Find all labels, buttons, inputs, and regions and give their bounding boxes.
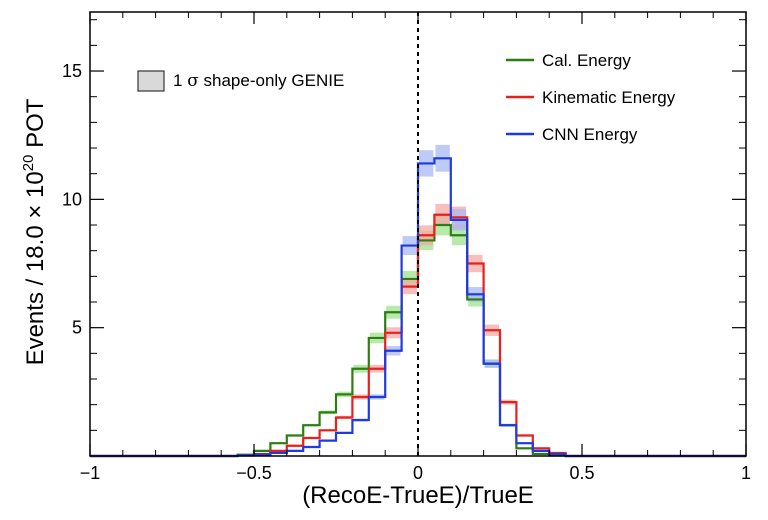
x-tick-label: 0 [413, 463, 423, 483]
x-axis-title: (RecoE-TrueE)/TrueE [302, 482, 534, 509]
y-axis-title-exponent: 20 [20, 155, 37, 172]
band-legend-suffix: shape-only GENIE [199, 71, 345, 90]
x-tick-label: −0.5 [236, 463, 272, 483]
y-tick-label: 10 [62, 189, 82, 209]
band-legend-swatch [137, 70, 165, 92]
series-lines [90, 157, 746, 458]
cal-energy-legend-label: Cal. Energy [542, 51, 631, 70]
sigma-symbol: σ [187, 71, 199, 91]
y-axis-title-main: Events / 18.0 × 10 [22, 171, 49, 365]
cnn-energy-legend-label: CNN Energy [542, 125, 638, 144]
band-legend-label: 1 σ shape-only GENIE [173, 71, 344, 91]
x-tick-label: −1 [80, 463, 101, 483]
y-tick-label: 5 [72, 318, 82, 338]
y-axis-title: Events / 18.0 × 1020 POT [20, 98, 49, 365]
band-legend-prefix: 1 [173, 71, 187, 90]
cnn-energy-line [90, 157, 746, 458]
x-axis-ticks: −1 −0.5 0 0.5 1 [80, 12, 751, 483]
y-axis-title-suffix: POT [22, 98, 49, 154]
series-legend: Cal. Energy Kinematic Energy CNN Energy [506, 51, 676, 144]
x-tick-label: 1 [741, 463, 751, 483]
kinematic-energy-legend-label: Kinematic Energy [542, 88, 676, 107]
x-tick-label: 0.5 [569, 463, 594, 483]
y-tick-label: 15 [62, 61, 82, 81]
y-axis-ticks: 5 10 15 [62, 19, 746, 431]
